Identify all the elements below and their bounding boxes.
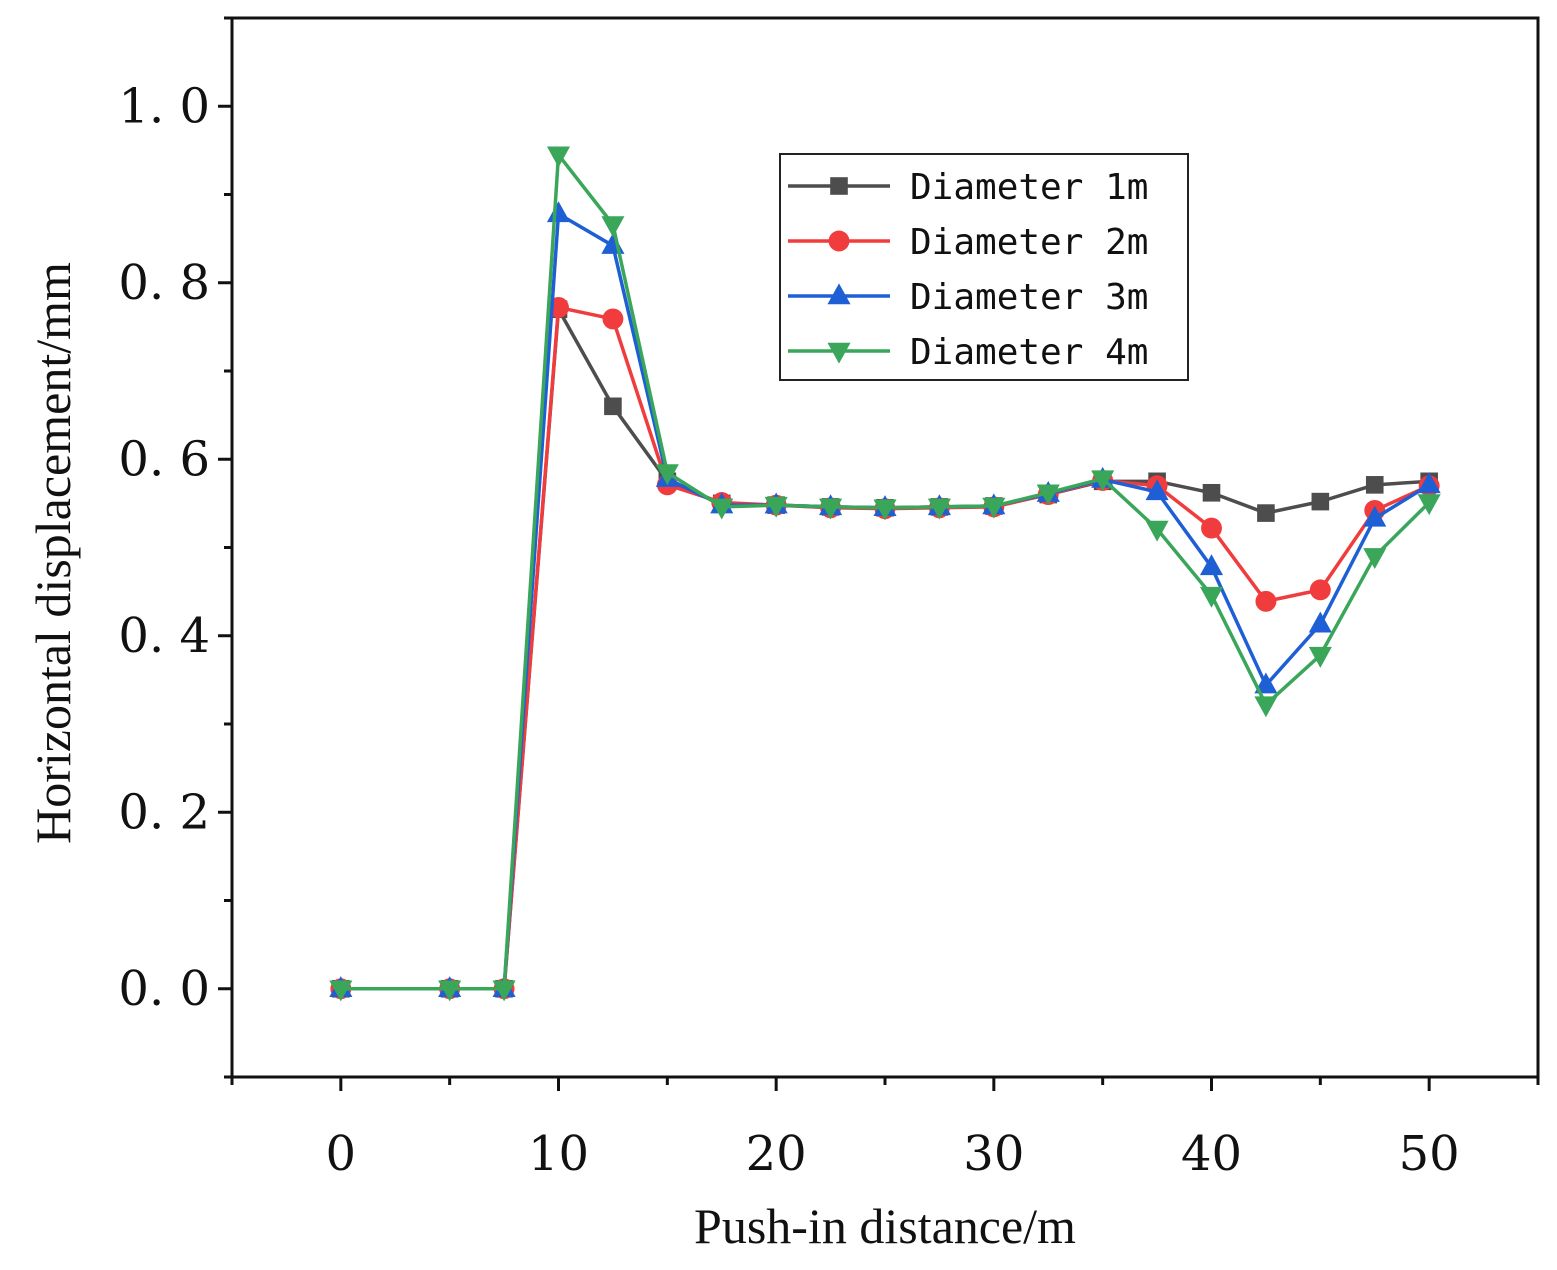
- legend-marker: [828, 230, 850, 252]
- y-tick-label: 0. 6: [118, 431, 210, 487]
- data-point: [1417, 472, 1441, 494]
- data-point: [764, 496, 788, 518]
- data-point: [438, 980, 462, 1002]
- legend-box: [779, 153, 1189, 381]
- data-point: [602, 308, 624, 330]
- series-line: [340, 153, 1431, 991]
- series-diameter-2m: [330, 297, 1440, 1000]
- legend-label: Diameter 4m: [910, 332, 1148, 373]
- data-point: [329, 980, 353, 1002]
- data-point: [1417, 494, 1441, 516]
- data-point: [819, 498, 843, 520]
- x-tick-label: 30: [963, 1126, 1024, 1182]
- legend-marker: [827, 342, 851, 364]
- data-point: [1363, 505, 1387, 527]
- x-tick-label: 20: [746, 1126, 807, 1182]
- x-axis-title: Push-in distance/m: [694, 1198, 1076, 1254]
- y-tick-label: 0. 8: [118, 255, 210, 311]
- data-point: [927, 498, 951, 520]
- data-point: [1145, 520, 1169, 542]
- data-point: [1199, 554, 1224, 576]
- y-tick-label: 0. 2: [118, 784, 210, 840]
- data-point: [546, 201, 571, 223]
- legend-marker: [827, 283, 851, 305]
- series-group: [329, 146, 1441, 1002]
- data-point: [1308, 611, 1332, 633]
- legend: Diameter 1m Diameter 2m Diameter 3m Diamete…: [779, 153, 1189, 381]
- data-point: [982, 497, 1006, 519]
- data-point: [1036, 484, 1060, 506]
- data-point: [1311, 492, 1330, 511]
- series-line: [340, 305, 1430, 991]
- data-point: [1257, 504, 1275, 522]
- data-point: [1254, 672, 1278, 694]
- data-point: [1365, 476, 1384, 494]
- legend-marker: [830, 177, 848, 195]
- data-point: [1199, 586, 1224, 608]
- data-point: [1202, 483, 1221, 502]
- data-point: [492, 980, 516, 1002]
- data-point: [873, 499, 897, 521]
- x-tick-label: 50: [1399, 1126, 1460, 1182]
- y-tick-label: 1. 0: [118, 78, 210, 134]
- data-point: [601, 216, 625, 238]
- legend-label: Diameter 3m: [910, 277, 1148, 318]
- data-point: [1363, 548, 1387, 569]
- data-point: [1201, 517, 1222, 539]
- data-point: [1254, 696, 1278, 718]
- data-point: [1308, 646, 1332, 668]
- data-point: [546, 146, 571, 168]
- data-point: [710, 498, 734, 520]
- data-point: [1091, 470, 1115, 492]
- legend-label: Diameter 1m: [910, 167, 1148, 208]
- x-tick-label: 0: [326, 1126, 357, 1182]
- data-point: [1255, 590, 1277, 612]
- legend-label: Diameter 2m: [910, 222, 1148, 263]
- data-point: [604, 397, 622, 416]
- x-tick-label: 10: [528, 1126, 589, 1182]
- axes: 0 10 20 30 40 50 0. 0 0. 2 0. 4 0. 6 0. 8 1. 0: [118, 16, 1540, 1182]
- series-diameter-1m: [332, 300, 1438, 998]
- data-point: [655, 464, 679, 486]
- x-tick-label: 40: [1181, 1126, 1242, 1182]
- y-tick-label: 0. 0: [118, 961, 210, 1017]
- y-tick-label: 0. 4: [118, 608, 210, 664]
- data-point: [1309, 579, 1331, 601]
- y-axis-title: Horizontal displacement/mm: [25, 262, 81, 844]
- data-point: [1145, 479, 1169, 501]
- series-line: [340, 307, 1430, 991]
- series-diameter-4m: [329, 146, 1441, 1002]
